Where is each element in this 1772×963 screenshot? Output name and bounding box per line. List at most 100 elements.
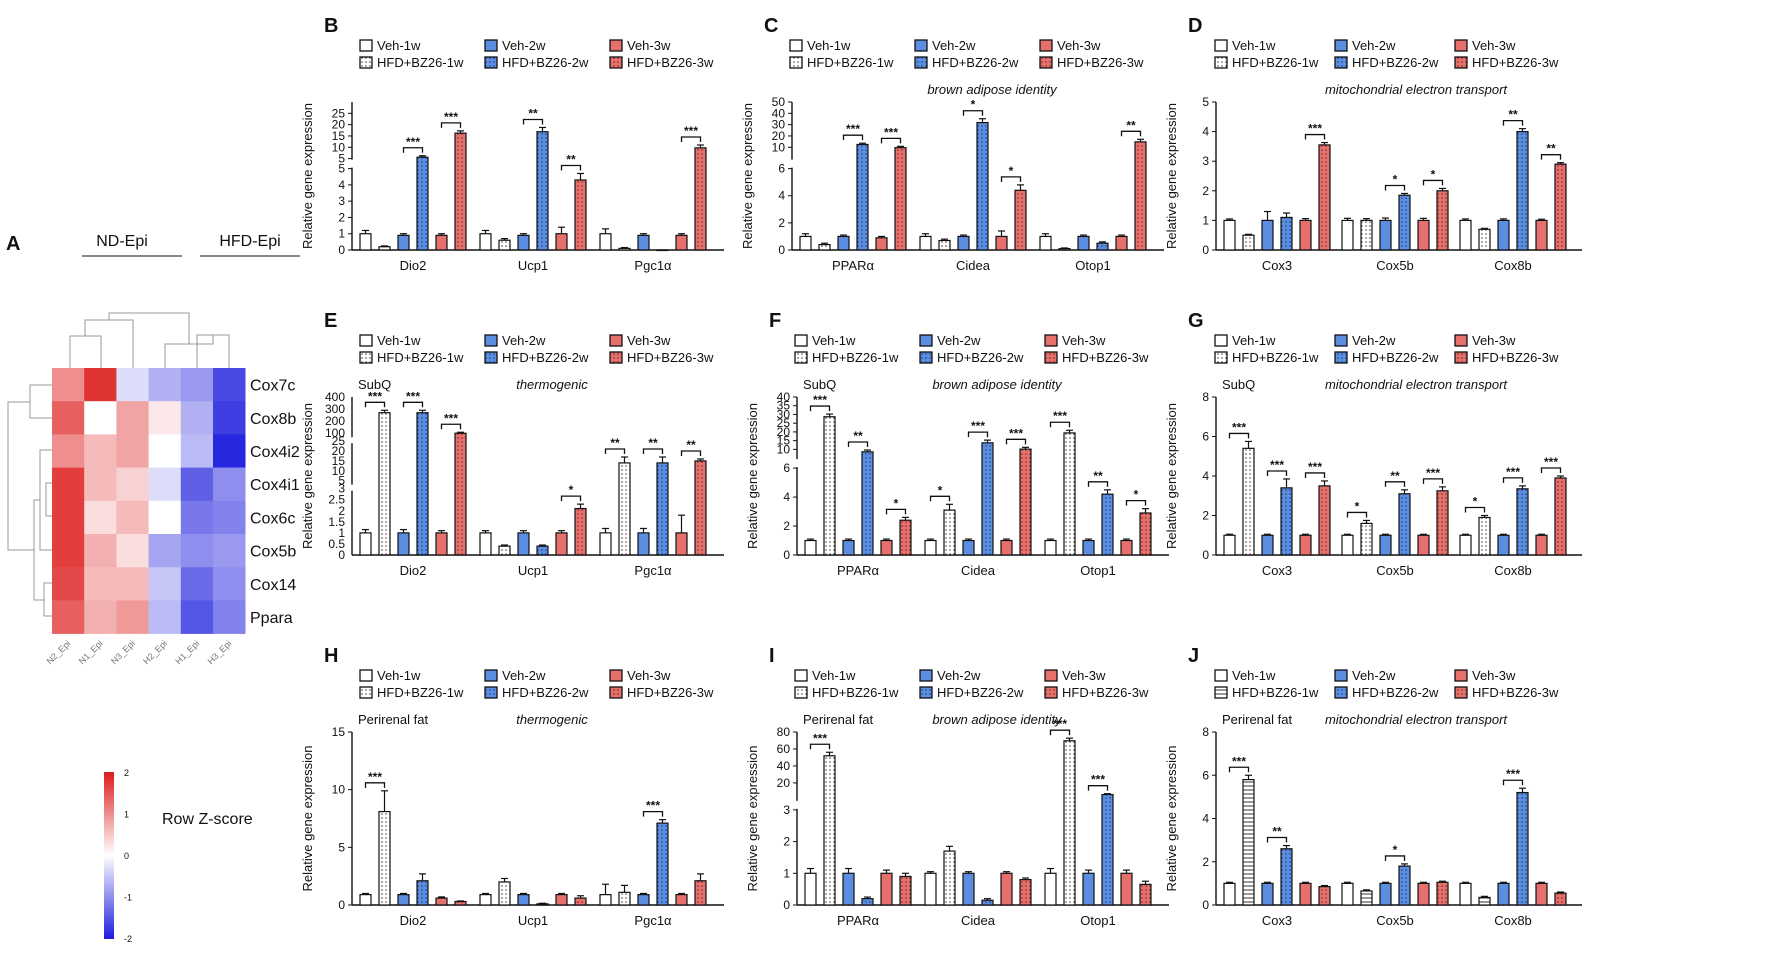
heatmap-cell (148, 567, 182, 601)
y-axis-label: Relative gene expression (745, 403, 760, 549)
significance-bracket (1502, 119, 1524, 126)
legend-label: HFD+BZ26-3w (1472, 55, 1559, 70)
legend-swatch (914, 56, 928, 69)
significance-bracket (842, 134, 864, 141)
significance-label: *** (1009, 426, 1023, 440)
row-dendrogram (7, 384, 52, 617)
y-tick-label: 0 (778, 243, 785, 257)
significance-bracket (1540, 154, 1562, 160)
bar (479, 233, 492, 251)
bar (1280, 848, 1293, 906)
heatmap-row-label: Cox8b (250, 411, 296, 428)
legend-label: Veh-2w (1352, 38, 1396, 53)
significance-bracket (1087, 785, 1109, 791)
bar (694, 460, 707, 556)
bar (454, 900, 467, 906)
x-category-label: PPARα (832, 258, 874, 273)
heatmap-row-label: Ppara (250, 610, 293, 627)
y-tick-label: 3 (338, 194, 345, 208)
bar (694, 880, 707, 906)
y-tick-label: 8 (1202, 725, 1209, 739)
legend-label: Veh-3w (1472, 38, 1516, 53)
legend-swatch (359, 334, 373, 347)
bar (919, 235, 932, 251)
legend-swatch (1044, 334, 1058, 347)
legend-swatch (1214, 686, 1228, 699)
heatmap-cell (180, 368, 214, 402)
bar (1261, 219, 1274, 251)
heatmap-cell (148, 467, 182, 502)
significance-bracket (402, 147, 424, 153)
legend-swatch (359, 39, 373, 52)
heatmap-cell (148, 434, 182, 468)
panel-subtitle: brown adipose identity (932, 377, 1063, 392)
legend-label: HFD+BZ26-1w (1232, 350, 1319, 365)
bar (618, 891, 631, 906)
legend-label: HFD+BZ26-3w (627, 55, 714, 70)
bar (1436, 190, 1449, 251)
legend-swatch (1214, 351, 1228, 364)
bar (1459, 219, 1472, 251)
bar (1497, 219, 1510, 251)
y-tick-label: 80 (777, 725, 791, 739)
x-category-label: Cox3 (1262, 913, 1292, 928)
significance-label: *** (368, 770, 382, 784)
heatmap-cell (180, 467, 214, 502)
legend-swatch (1044, 351, 1058, 364)
significance-label: ** (1508, 108, 1518, 122)
bar (938, 239, 951, 251)
y-tick-label: 20 (772, 129, 786, 143)
y-tick-label: 100 (325, 426, 345, 440)
heatmap-row-label: Cox5b (250, 544, 296, 561)
y-tick-label: 0.5 (328, 537, 345, 551)
y-tick-label: 0 (338, 548, 345, 562)
bar (1341, 534, 1354, 556)
bar (1417, 534, 1430, 556)
legend-label: Veh-3w (1057, 38, 1101, 53)
colorbar-tick: -1 (124, 893, 132, 903)
bar (924, 872, 937, 906)
legend-label: Veh-1w (377, 333, 421, 348)
y-tick-label: 4 (338, 178, 345, 192)
panel-annotation: Perirenal fat (803, 712, 873, 727)
y-tick-label: 4 (1202, 812, 1209, 826)
legend-swatch (359, 351, 373, 364)
x-category-label: Pgc1α (634, 913, 672, 928)
bar (1120, 872, 1133, 906)
y-tick-label: 5 (338, 840, 345, 854)
heatmap-cell (180, 600, 214, 634)
legend-swatch (1039, 39, 1053, 52)
panel-label-a: A (6, 233, 20, 255)
y-tick-label: 0 (783, 898, 790, 912)
bar (498, 545, 511, 556)
legend-label: HFD+BZ26-3w (1062, 685, 1149, 700)
legend-swatch (484, 56, 498, 69)
legend-label: Veh-1w (812, 668, 856, 683)
bar (517, 894, 530, 906)
legend-swatch (359, 686, 373, 699)
y-tick-label: 6 (778, 162, 785, 176)
bar (837, 235, 850, 251)
colorbar-tick: 2 (124, 768, 129, 778)
legend-swatch (609, 351, 623, 364)
heatmap-cell (84, 500, 117, 535)
heatmap-cell (84, 567, 117, 601)
x-category-label: Cox5b (1376, 913, 1414, 928)
significance-label: ** (1093, 469, 1103, 483)
significance-label: * (1009, 164, 1014, 178)
bar (574, 179, 587, 251)
bar (574, 897, 587, 906)
legend-swatch (1454, 669, 1468, 682)
y-tick-label: 60 (777, 742, 791, 756)
significance-bracket (440, 122, 462, 128)
legend-label: HFD+BZ26-3w (1062, 350, 1149, 365)
y-tick-label: 0 (338, 898, 345, 912)
bar (378, 810, 391, 906)
heatmap-row-label: Cox6c (250, 510, 295, 527)
significance-bracket (1228, 432, 1250, 439)
legend-label: HFD+BZ26-2w (937, 350, 1024, 365)
bar (1398, 865, 1411, 906)
colorbar-tick: -2 (124, 934, 132, 944)
panel-label: B (324, 15, 338, 37)
